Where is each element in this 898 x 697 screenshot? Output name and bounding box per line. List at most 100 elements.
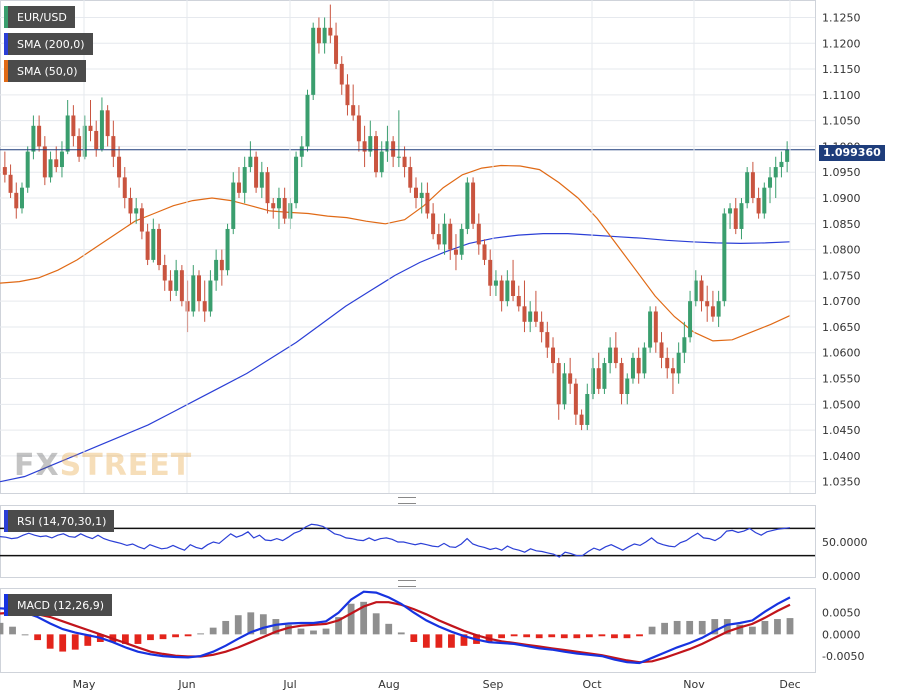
candle-bear (351, 105, 356, 116)
candle-bear (511, 280, 516, 296)
candle-bull (442, 223, 447, 245)
macd-hist-bar-pos (723, 619, 731, 635)
macd-hist-bar-neg (59, 634, 67, 652)
candle-bear (8, 174, 13, 193)
rsi-line (0, 523, 791, 558)
candle-bear (453, 249, 458, 255)
candle-bear (573, 383, 578, 415)
candle-bear (476, 223, 481, 245)
candle-bear (42, 146, 47, 178)
price-tick-label: 1.1100 (822, 89, 861, 102)
price-tick-label: 1.0550 (822, 373, 861, 386)
candle-bear (271, 203, 276, 209)
candle-bear (488, 259, 493, 286)
fxstreet-logo: FXSTREET (14, 448, 192, 483)
candle-bull (465, 182, 470, 229)
candle-bull (31, 125, 36, 152)
candle-bull (19, 187, 24, 209)
macd-hist-bar-pos (698, 620, 706, 635)
candle-bull (608, 347, 613, 364)
macd-hist-bar-pos (247, 612, 255, 635)
price-tick-label: 1.0700 (822, 295, 861, 308)
macd-hist-bar-pos (748, 626, 756, 635)
macd-hist-bar-neg (585, 634, 593, 638)
candle-bear (14, 192, 19, 209)
candle-bull (739, 203, 744, 229)
rsi-path (0, 523, 791, 558)
macd-hist-bar-neg (611, 634, 618, 639)
candle-bull (134, 208, 139, 214)
macd-hist-bar-neg (510, 634, 518, 637)
macd-hist-bar-pos (259, 614, 267, 635)
candle-bear (499, 280, 504, 302)
candle-bull (762, 187, 767, 214)
month-label: Oct (582, 678, 602, 691)
macd-hist-bar-pos (310, 630, 317, 635)
candle-bear (219, 259, 224, 271)
macd-hist-bar-pos (222, 620, 230, 635)
macd-hist-bar-pos (9, 626, 16, 635)
sma200-badge[interactable]: SMA (200,0) (4, 33, 93, 55)
candle-bear (54, 159, 59, 168)
month-label: May (73, 678, 96, 691)
rsi-badge[interactable]: RSI (14,70,30,1) (4, 510, 115, 532)
price-tick-label: 1.0400 (822, 450, 861, 463)
macd-hist-bar-neg (523, 634, 531, 638)
price-tick-label: 1.0500 (822, 398, 861, 411)
candle-bear (345, 84, 350, 106)
macd-hist-bar-neg (184, 634, 192, 637)
candle-bear (522, 306, 527, 322)
macd-hist-bar-neg (435, 634, 443, 648)
logo-fx: FX (14, 448, 60, 483)
candle-bear (202, 301, 207, 312)
candle-bear (265, 172, 270, 204)
sma50-badge[interactable]: SMA (50,0) (4, 60, 86, 82)
symbol-badge[interactable]: EUR/USD (4, 6, 75, 28)
rsi-panel-frame (0, 505, 816, 578)
rsi-resize-handle[interactable] (398, 497, 416, 504)
candle-bull (693, 280, 698, 302)
candle-bull (745, 172, 750, 204)
candle-bear (117, 156, 122, 178)
rsi-panel[interactable]: 50.0000 0.0000 (0, 505, 868, 584)
candle-bull (294, 156, 299, 204)
candle-bull (562, 373, 567, 405)
candle-bear (334, 35, 339, 64)
price-panel[interactable]: 1.0350 1.0400 1.0450 1.0500 1.0550 1.0600 1.06… (0, 0, 861, 494)
rsi-tick-label: 50.0000 (822, 536, 868, 549)
macd-hist-bar-pos (774, 619, 781, 635)
candle-bull (65, 115, 70, 152)
macd-panel[interactable]: 0.0050 0.0000 -0.0050 (0, 588, 864, 673)
month-label: Aug (378, 678, 399, 691)
last-price-tag: 1.099360 (819, 145, 885, 161)
macd-badge[interactable]: MACD (12,26,9) (4, 594, 113, 616)
candle-bull (419, 192, 424, 198)
candle-bear (111, 136, 116, 157)
price-tick-label: 1.1200 (822, 37, 861, 50)
candle-bull (305, 94, 310, 147)
candle-bear (168, 280, 173, 291)
macd-hist-bar-pos (673, 620, 681, 635)
candle-bear (539, 321, 544, 333)
candle-bull (773, 167, 778, 178)
macd-hist-bar-neg (448, 634, 455, 648)
macd-resize-handle[interactable] (398, 580, 416, 587)
candle-bear (197, 275, 201, 302)
macd-hist-bar-pos (297, 628, 305, 635)
candle-bear (391, 141, 396, 157)
candle-bull (625, 378, 630, 394)
candle-bull (242, 167, 247, 193)
candle-bull (585, 394, 590, 425)
candle-bear (545, 332, 550, 348)
macd-tick-label: 0.0050 (822, 607, 861, 620)
candle-bull (25, 151, 30, 188)
month-label: Jul (282, 678, 296, 691)
price-tick-label: 1.0750 (822, 269, 861, 282)
macd-tick-label: -0.0050 (822, 650, 864, 663)
macd-hist-bar-pos (711, 619, 719, 635)
macd-hist-bar-neg (560, 634, 568, 639)
macd-hist-bar-neg (122, 634, 129, 644)
macd-hist-bar-pos (686, 620, 694, 635)
candle-bear (37, 125, 42, 147)
